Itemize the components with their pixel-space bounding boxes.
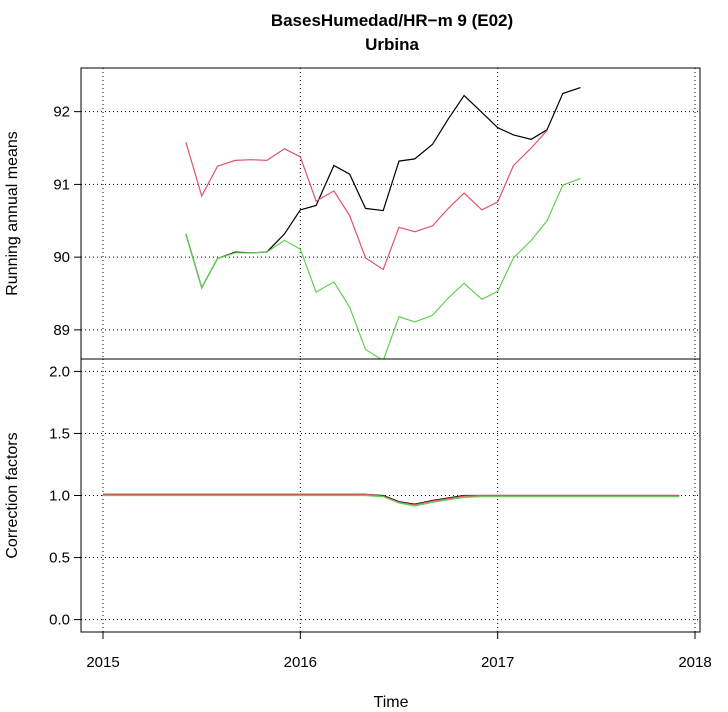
panel-frame	[80, 358, 701, 633]
correction-factors-panel: 0.0 0.5 1.0 1.5 2.0 Correction factors	[4, 358, 701, 633]
y-tick-label: 90	[53, 249, 70, 266]
x-tick-label: 2018	[678, 654, 711, 671]
y-tick-label: 0.5	[49, 550, 70, 567]
x-axis-label: Time	[374, 694, 409, 711]
series-line-3	[185, 178, 581, 359]
y-tick-label: 0.0	[49, 612, 70, 629]
x-axis: 2015 2016 2017 2018	[86, 632, 712, 671]
series-line-2	[185, 130, 548, 271]
y-tick-label: 92	[53, 104, 70, 121]
series-line-2	[103, 493, 680, 506]
chart-subtitle: Urbina	[365, 35, 419, 54]
x-tick-label: 2016	[284, 654, 317, 671]
x-tick-label: 2015	[86, 654, 119, 671]
series-line-1	[185, 87, 581, 290]
y-tick-label: 1.0	[49, 488, 70, 505]
y-tick-label: 1.5	[49, 425, 70, 442]
x-tick-label: 2017	[481, 654, 514, 671]
y-tick-label: 91	[53, 176, 70, 193]
y-axis-label: Correction factors	[4, 432, 21, 558]
series-line-3	[103, 494, 680, 507]
y-axis-label: Running annual means	[4, 131, 21, 296]
y-tick-label: 89	[53, 322, 70, 339]
chart-title: BasesHumedad/HR−m 9 (E02)	[271, 11, 513, 30]
y-tick-label: 2.0	[49, 363, 70, 380]
running-means-panel: 89 90 91 92 Running annual means	[4, 67, 701, 360]
